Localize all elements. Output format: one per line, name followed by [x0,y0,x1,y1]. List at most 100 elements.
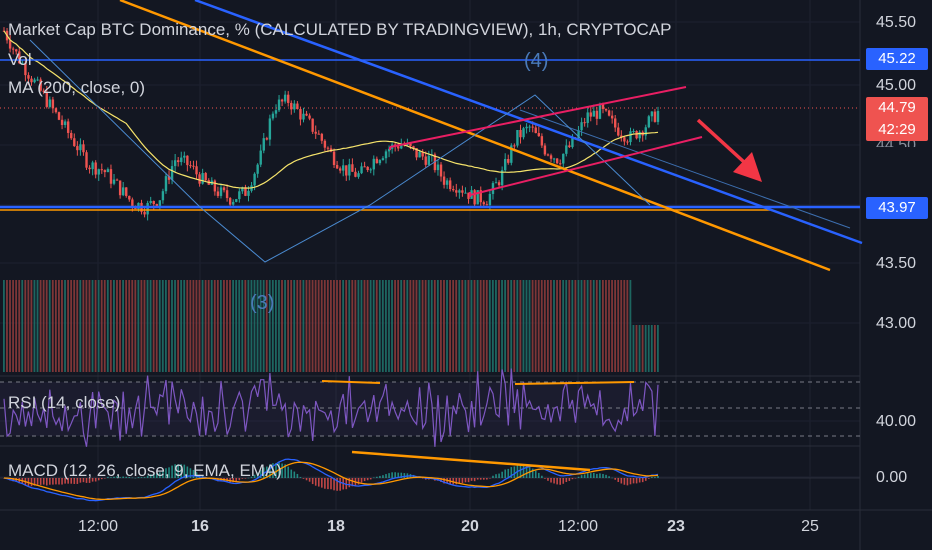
candle-body [476,190,479,205]
rsi-line [3,368,659,447]
volume-bar [550,280,552,372]
candle-body [384,151,388,159]
elliott-wave-path [29,39,651,263]
macd-histogram-bar [327,478,329,490]
level-tag-lower[interactable]: 43.97 [866,197,928,219]
candle-body [635,130,638,139]
macd-histogram-bar [492,475,494,478]
macd-histogram-bar [12,478,14,482]
macd-histogram-bar [52,478,54,485]
volume-bar [213,280,216,372]
macd-histogram-bar [79,478,82,483]
candle-body [583,122,586,124]
candle-body [131,199,134,207]
macd-histogram-bar [421,478,424,479]
candle-body [552,158,556,160]
volume-bar [559,280,562,372]
macd-histogram-bar [149,474,152,478]
macd-histogram-bar [440,478,442,483]
volume-bar [574,280,577,372]
macd-histogram-bar [152,473,155,478]
macd-divergence [351,450,591,472]
volume-bar [357,280,360,372]
macd-histogram-bar [651,476,653,478]
candle-body [448,180,452,190]
volume-bar [375,280,378,372]
macd-histogram-bar [626,478,629,486]
candle-body [452,189,455,191]
candle-body [424,156,427,165]
candle-body [467,192,470,199]
macd-histogram-bar [317,478,320,487]
volume-bar [226,280,228,372]
macd-histogram-bar [461,478,464,484]
macd-histogram-bar [617,478,620,482]
macd-histogram-bar [146,475,149,478]
macd-histogram-bar [580,475,583,478]
candle-body [647,116,651,128]
wave-label-3: (3) [250,292,275,314]
candle-body [360,166,363,174]
macd-histogram-bar [596,473,598,478]
candle-body [24,62,27,76]
volume-bar [458,280,461,372]
volume-bar [342,280,345,372]
volume-bar [192,280,195,372]
volume-bar [611,280,613,372]
volume-bar [271,280,274,372]
volume-bar [598,280,601,372]
candle-body [106,169,110,173]
candle-body [176,160,180,163]
volume-bar [565,280,568,372]
candle-body [354,171,357,177]
time-label: 12:00 [557,518,599,535]
arrow-shaft [696,118,746,164]
candle-body [580,122,583,131]
volume-bar [470,280,473,372]
candle-body [128,195,131,200]
time-label: 25 [801,518,819,535]
candle-body [302,113,305,120]
candle-body [76,146,79,151]
volume-bar [366,280,369,372]
volume-bar [262,280,265,372]
volume-bar [415,280,418,372]
macd-histogram-bar [479,478,482,480]
volume-bar [632,325,635,372]
volume-bar [253,280,256,372]
candle-body [161,191,165,201]
macd-histogram-bar [644,478,647,481]
candle-body [549,155,553,159]
candle-body [571,137,574,148]
volume-bar [204,280,207,372]
candle-body [225,190,229,199]
candle-body [629,131,632,143]
macd-histogram-bar [391,472,393,478]
macd-histogram-bar [299,477,302,478]
volume-bar [614,280,617,372]
candle-body [216,191,220,196]
macd-histogram-bar [125,476,128,478]
candle-body [167,176,171,180]
candle-body [308,115,311,119]
candle-body [155,204,159,206]
macd-histogram-bar [143,477,146,478]
candle-body [274,110,278,114]
candle-body [320,133,324,141]
candle-body [189,165,192,167]
level-tag-upper[interactable]: 45.22 [866,48,928,70]
volume-bar [330,280,332,372]
volume-bar [30,280,33,372]
volume-bar [189,280,192,372]
volume-bar [592,280,595,372]
volume-bar [586,280,589,372]
volume-bar [485,280,488,372]
candle-body [27,75,30,79]
macd-histogram-bar [156,473,158,478]
macd-histogram-bar [122,476,124,478]
candle-body [305,113,308,116]
macd-histogram-bar [382,475,384,478]
candle-body [238,191,241,200]
candle-body [311,118,314,132]
